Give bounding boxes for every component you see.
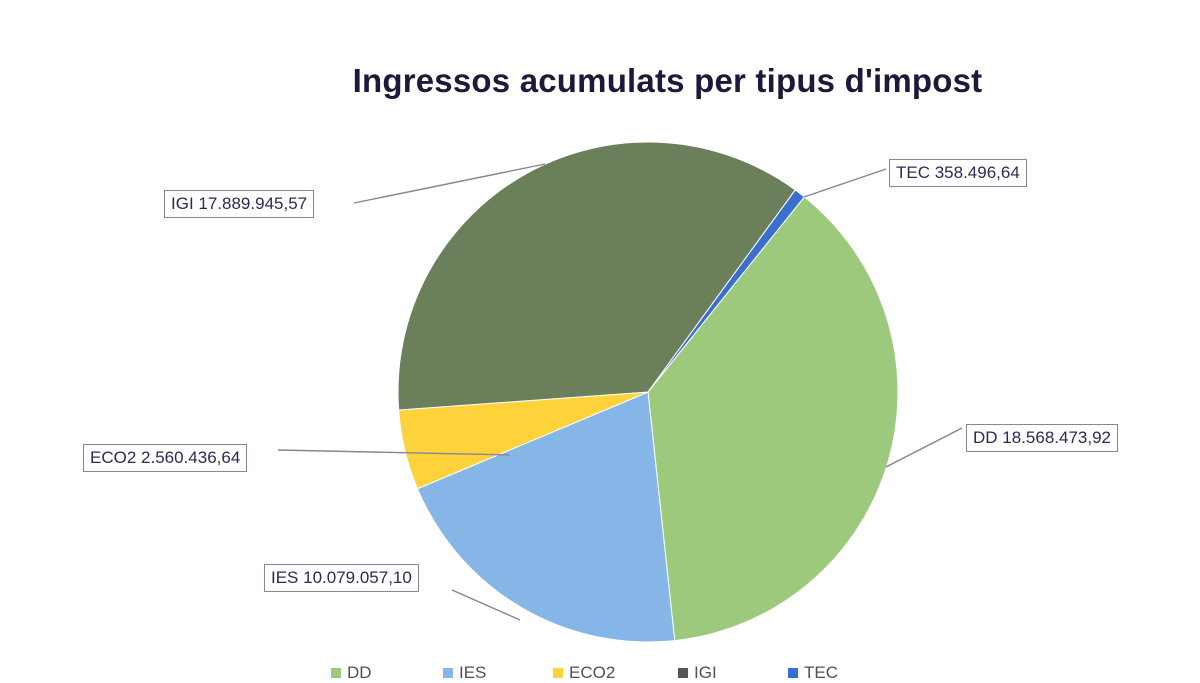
pie-slices <box>397 141 899 643</box>
legend-label-igi: IGI <box>694 663 717 682</box>
leader-line-eco2 <box>277 449 511 456</box>
legend-label-tec: TEC <box>804 663 838 682</box>
leader-line-igi <box>353 163 546 204</box>
legend-item-eco2[interactable]: ECO2 <box>553 663 615 683</box>
data-label-eco2: ECO2 2.560.436,64 <box>83 444 248 472</box>
legend-label-eco2: ECO2 <box>569 663 616 682</box>
pie-slice-igi[interactable] <box>397 141 796 411</box>
leader-line-ies <box>451 589 521 621</box>
legend-swatch-eco2 <box>553 668 563 678</box>
leader-line-tec <box>803 168 887 198</box>
legend-label-dd: DD <box>347 663 372 682</box>
data-label-igi: IGI 17.889.945,57 <box>164 190 315 218</box>
legend: DD IES ECO2 IGI TEC <box>0 663 1200 683</box>
legend-item-igi[interactable]: IGI <box>678 663 717 683</box>
legend-swatch-ies <box>443 668 453 678</box>
legend-item-dd[interactable]: DD <box>331 663 372 683</box>
leader-lines <box>277 163 963 621</box>
data-label-tec: TEC 358.496,64 <box>889 159 1027 187</box>
legend-swatch-dd <box>331 668 341 678</box>
legend-item-ies[interactable]: IES <box>443 663 486 683</box>
data-label-dd: DD 18.568.473,92 <box>966 424 1118 452</box>
legend-swatch-igi <box>678 668 688 678</box>
chart-title: Ingressos acumulats per tipus d'impost <box>352 62 983 99</box>
legend-label-ies: IES <box>459 663 487 682</box>
pie-slice-ies[interactable] <box>416 391 676 643</box>
legend-item-tec[interactable]: TEC <box>788 663 838 683</box>
data-label-ies: IES 10.079.057,10 <box>264 564 419 592</box>
legend-swatch-tec <box>788 668 798 678</box>
pie-slice-dd[interactable] <box>647 196 899 642</box>
leader-line-dd <box>885 427 963 468</box>
